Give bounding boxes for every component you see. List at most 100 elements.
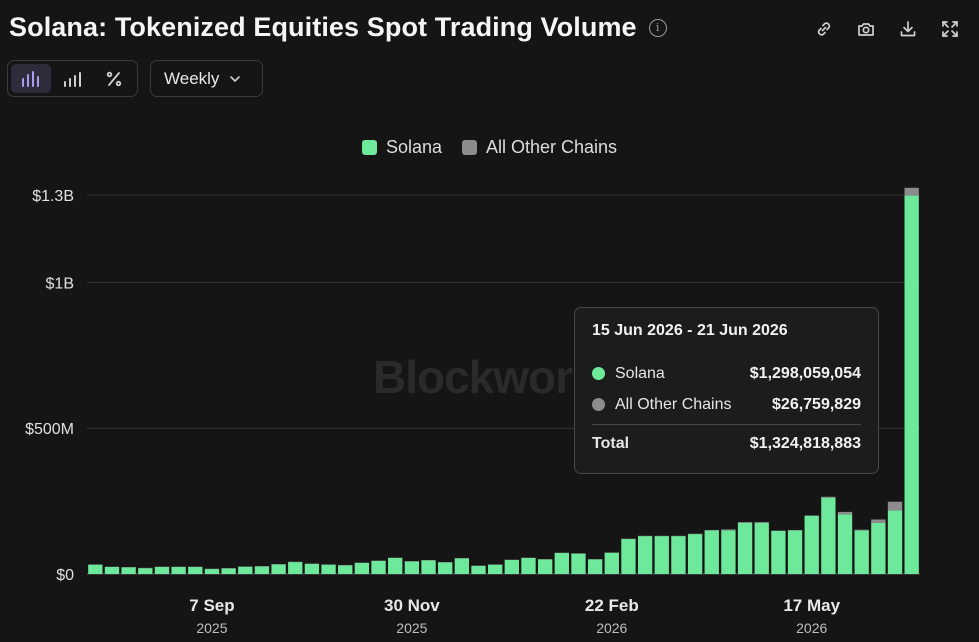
- bar-solana: [521, 557, 536, 574]
- bar-solana: [321, 564, 336, 574]
- link-icon[interactable]: [813, 18, 835, 40]
- bar-solana: [687, 534, 703, 574]
- x-tick-year: 2026: [796, 620, 827, 636]
- bar-solana: [887, 510, 903, 574]
- bar-solana: [338, 565, 353, 574]
- x-tick-year: 2026: [596, 620, 627, 636]
- tooltip-divider: [592, 424, 861, 425]
- bar-solana: [188, 567, 203, 574]
- bar-solana: [821, 497, 836, 574]
- bar-solana: [138, 568, 153, 574]
- bar-solana: [604, 552, 619, 574]
- y-tick-label: $1B: [46, 275, 74, 292]
- bar-other-chains: [821, 496, 836, 498]
- bar-solana: [121, 567, 136, 574]
- camera-icon[interactable]: [855, 18, 877, 40]
- period-label: Weekly: [164, 68, 220, 88]
- bar-solana: [721, 530, 736, 574]
- tooltip-total: Total $1,324,818,883: [592, 431, 861, 457]
- bar-solana: [554, 553, 569, 574]
- bar-solana: [837, 514, 853, 574]
- bar-solana: [354, 562, 370, 574]
- x-tick-label: 17 May: [783, 596, 840, 615]
- bar-solana: [371, 560, 386, 574]
- tooltip-title: 15 Jun 2026 - 21 Jun 2026: [592, 322, 788, 339]
- bar-other-chains: [887, 501, 903, 511]
- bar-solana: [154, 567, 170, 574]
- toolbar: [813, 18, 961, 40]
- tooltip-total-value: $1,324,818,883: [749, 435, 861, 452]
- info-icon[interactable]: i: [648, 18, 667, 37]
- bar-solana: [104, 567, 120, 574]
- bar-solana: [238, 566, 253, 574]
- tooltip-dot-solana: [592, 367, 605, 380]
- bar-solana: [704, 530, 719, 574]
- bar-other-chains: [721, 529, 736, 531]
- bar-solana: [271, 564, 286, 574]
- tooltip-total-label: Total: [592, 435, 630, 452]
- bar-solana: [804, 515, 819, 574]
- bar-solana: [654, 536, 669, 574]
- bar-solana: [388, 557, 403, 574]
- tooltip-row-solana: Solana $1,298,059,054: [592, 358, 861, 389]
- bar-solana: [904, 195, 919, 574]
- legend-label: All Other Chains: [486, 137, 618, 157]
- bar-solana: [854, 530, 869, 574]
- bar-solana: [754, 522, 769, 574]
- x-tick-year: 2025: [196, 620, 227, 636]
- bar-solana: [571, 553, 586, 574]
- bar-other-chains: [754, 522, 769, 523]
- y-tick-label: $500M: [25, 421, 74, 438]
- chevron-down-icon: [230, 75, 241, 82]
- legend-label: Solana: [385, 137, 442, 157]
- y-tick-label: $1.3B: [32, 188, 74, 205]
- bar-solana: [304, 563, 320, 574]
- x-tick-year: 2025: [396, 620, 427, 636]
- bar-other-chains: [904, 187, 919, 196]
- bar-other-chains: [854, 529, 869, 531]
- stacked-bar-icon[interactable]: [53, 64, 93, 93]
- bar-solana: [871, 522, 886, 574]
- bar-solana: [671, 536, 686, 574]
- bar-solana: [621, 539, 636, 574]
- fullscreen-icon[interactable]: [939, 18, 961, 40]
- bar-solana: [537, 559, 553, 574]
- bar-solana: [637, 536, 653, 574]
- tooltip-label: Solana: [615, 364, 665, 382]
- x-tick-label: 22 Feb: [585, 596, 639, 615]
- bar-solana: [471, 565, 486, 574]
- bar-solana: [221, 568, 236, 574]
- bar-solana: [421, 560, 436, 574]
- percent-icon[interactable]: [94, 64, 134, 93]
- bar-chart-icon[interactable]: [11, 64, 51, 93]
- legend-item-solana[interactable]: Solana: [361, 137, 442, 158]
- bar-other-chains: [837, 511, 853, 515]
- bar-solana: [787, 530, 803, 574]
- bar-other-chains: [871, 519, 886, 523]
- page-title: Solana: Tokenized Equities Spot Trading …: [9, 12, 637, 42]
- y-tick-label: $0: [56, 567, 74, 584]
- bar-solana: [204, 569, 220, 574]
- bar-solana: [404, 561, 420, 574]
- period-select[interactable]: Weekly: [150, 60, 263, 97]
- bar-solana: [288, 562, 303, 574]
- bar-solana: [438, 562, 453, 574]
- x-tick-label: 30 Nov: [384, 596, 440, 615]
- bar-solana: [488, 564, 503, 574]
- chart-type-toggle: [7, 60, 138, 97]
- download-icon[interactable]: [897, 18, 919, 40]
- bar-solana: [171, 567, 186, 574]
- legend-item-other-chains[interactable]: All Other Chains: [462, 137, 617, 158]
- tooltip: 15 Jun 2026 - 21 Jun 2026 Solana $1,298,…: [574, 307, 879, 474]
- bar-solana: [254, 566, 270, 574]
- bar-solana: [587, 559, 603, 574]
- bar-solana: [771, 530, 786, 574]
- bar-solana: [454, 558, 470, 574]
- tooltip-label: All Other Chains: [615, 395, 732, 413]
- bar-solana: [504, 560, 519, 574]
- title-row: Solana: Tokenized Equities Spot Trading …: [9, 12, 667, 43]
- legend: Solana All Other Chains: [0, 137, 979, 158]
- bar-solana: [88, 564, 103, 574]
- tooltip-row-other-chains: All Other Chains $26,759,829: [592, 389, 861, 420]
